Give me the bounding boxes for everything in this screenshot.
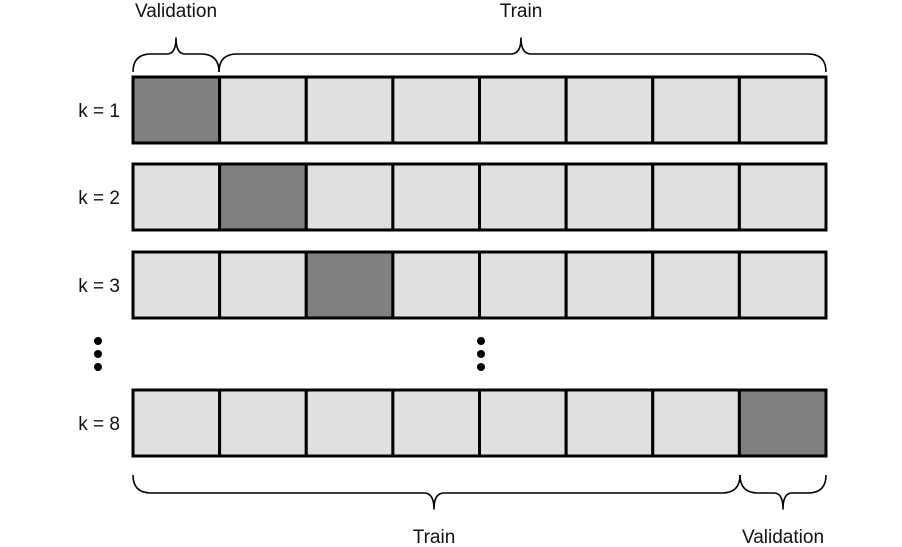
train-fold-cell [131, 250, 222, 320]
train-fold-cell [304, 75, 395, 145]
train-fold-cell [218, 75, 308, 145]
row-label: k = 1 [78, 101, 120, 122]
train-fold-cell [478, 75, 568, 145]
train-fold-cell [651, 388, 741, 458]
train-fold-cell [131, 162, 222, 232]
train-fold-cell [651, 162, 741, 232]
bottom-validation-brace [739, 474, 827, 510]
train-fold-cell [478, 388, 568, 458]
top-validation-label: Validation [135, 1, 217, 22]
train-fold-cell [391, 162, 481, 232]
bottom-validation-label: Validation [742, 527, 824, 547]
bottom-train-label: Train [413, 527, 456, 547]
train-fold-cell [131, 388, 222, 458]
row-label: k = 2 [78, 188, 120, 209]
validation-fold-cell [218, 162, 308, 232]
top-validation-brace [132, 37, 220, 73]
train-fold-cell [737, 75, 828, 145]
train-fold-cell [218, 250, 308, 320]
top-train-brace [218, 37, 827, 73]
train-fold-cell [564, 250, 655, 320]
row-ellipsis-left [94, 337, 102, 371]
validation-fold-cell [131, 75, 222, 145]
fold-row: k = 3 [78, 250, 828, 320]
validation-fold-cell [737, 388, 828, 458]
train-fold-cell [391, 75, 481, 145]
fold-rows: k = 1 k = 2 k = 3 k = 8 [78, 75, 828, 458]
train-fold-cell [737, 250, 828, 320]
train-fold-cell [478, 162, 568, 232]
train-fold-cell [651, 250, 741, 320]
train-fold-cell [391, 250, 481, 320]
row-ellipsis-center [477, 337, 485, 371]
fold-row: k = 2 [78, 162, 828, 232]
train-fold-cell [391, 388, 481, 458]
fold-row: k = 1 [78, 75, 828, 145]
train-fold-cell [564, 162, 655, 232]
train-fold-cell [304, 162, 395, 232]
train-fold-cell [304, 388, 395, 458]
validation-fold-cell [304, 250, 395, 320]
bottom-train-brace [132, 474, 741, 510]
train-fold-cell [564, 75, 655, 145]
fold-row: k = 8 [78, 388, 828, 458]
row-label: k = 8 [78, 414, 120, 435]
row-label: k = 3 [78, 276, 120, 297]
train-fold-cell [651, 75, 741, 145]
train-fold-cell [218, 388, 308, 458]
train-fold-cell [564, 388, 655, 458]
top-train-label: Train [500, 1, 543, 22]
train-fold-cell [478, 250, 568, 320]
train-fold-cell [737, 162, 828, 232]
